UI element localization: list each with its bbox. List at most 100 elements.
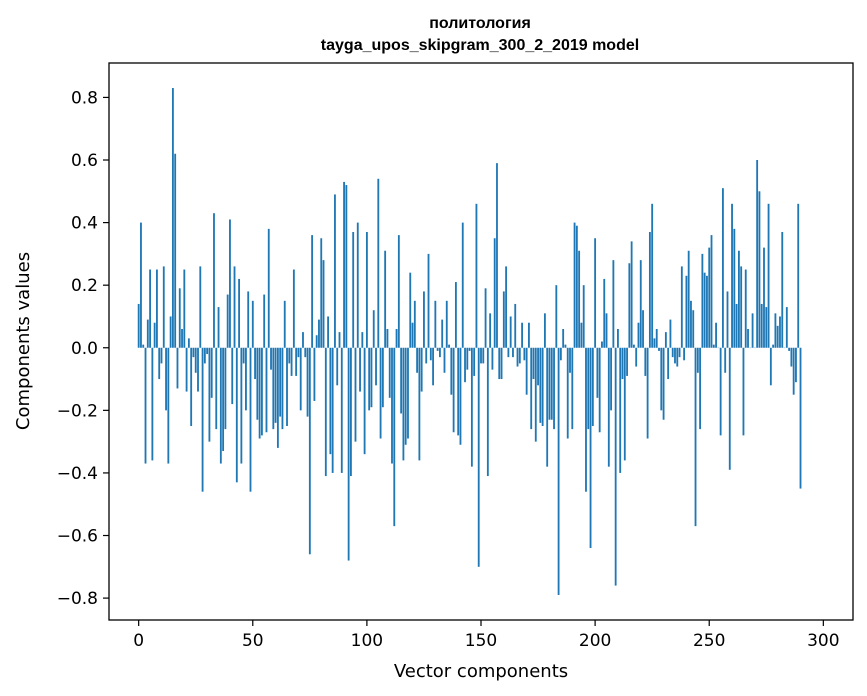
bar-92: [347, 347, 350, 561]
x-tick-label: 100: [351, 631, 383, 651]
bar-40: [229, 219, 231, 348]
bar-204: [603, 278, 606, 348]
bar-243: [692, 310, 695, 348]
bar-153: [486, 347, 489, 477]
bar-91: [345, 185, 348, 348]
bar-224: [648, 231, 651, 348]
bar-252: [712, 344, 715, 348]
bar-103: [372, 310, 375, 348]
bar-33: [213, 213, 215, 348]
bar-197: [587, 347, 590, 430]
bar-117: [404, 347, 407, 445]
bar-71: [299, 347, 302, 411]
bar-188: [566, 347, 569, 439]
bar-22: [187, 338, 190, 348]
bar-266: [744, 269, 747, 348]
bar-167: [518, 347, 521, 364]
bar-238: [680, 266, 683, 348]
bar-38: [224, 347, 227, 430]
bar-99: [363, 347, 366, 455]
bar-14: [169, 316, 172, 348]
bar-251: [710, 235, 713, 348]
bar-213: [623, 347, 626, 461]
bar-206: [607, 347, 610, 467]
bar-169: [523, 347, 526, 361]
bar-134: [443, 347, 446, 373]
bar-140: [457, 347, 460, 436]
bar-149: [477, 347, 480, 567]
bar-147: [473, 347, 476, 376]
bar-136: [448, 344, 450, 348]
bar-151: [482, 347, 485, 364]
bar-28: [201, 347, 204, 492]
bar-282: [781, 231, 784, 348]
bar-216: [630, 241, 633, 348]
bar-202: [598, 347, 601, 433]
bar-87: [336, 347, 339, 386]
bar-194: [580, 322, 583, 348]
x-tick-label: 300: [807, 631, 839, 651]
bar-287: [792, 347, 795, 395]
bar-104: [375, 347, 377, 386]
bar-240: [685, 275, 688, 348]
bar-12: [165, 347, 167, 411]
bar-165: [514, 303, 517, 348]
bar-32: [210, 347, 213, 398]
y-axis-ticks: −0.8 −0.6 −0.4 −0.2 0.0 0.2 0.4 0.6 0.8: [57, 88, 109, 609]
bar-179: [546, 347, 549, 467]
bar-225: [651, 203, 654, 348]
bar-2: [142, 344, 145, 348]
bar-218: [635, 347, 638, 367]
bar-174: [534, 347, 537, 442]
bar-226: [653, 338, 656, 348]
bar-232: [667, 347, 670, 380]
y-tick-label: −0.4: [57, 464, 98, 484]
bar-259: [728, 347, 731, 470]
bar-0: [137, 303, 140, 348]
bar-189: [569, 347, 571, 373]
bar-67: [290, 347, 293, 376]
bar-275: [765, 307, 768, 348]
bar-83: [327, 316, 330, 348]
bar-285: [788, 347, 791, 351]
bar-203: [601, 341, 603, 348]
bar-93: [350, 347, 352, 477]
bar-51: [254, 347, 256, 380]
bar-1: [140, 222, 142, 348]
bar-45: [240, 347, 243, 464]
bar-131: [436, 347, 439, 351]
bar-162: [507, 347, 510, 358]
bar-231: [664, 332, 667, 348]
bar-115: [400, 347, 403, 414]
bar-214: [626, 347, 628, 376]
bar-5: [149, 269, 151, 348]
bar-237: [678, 347, 681, 358]
bar-185: [559, 347, 562, 361]
bar-36: [219, 347, 222, 464]
bar-257: [724, 347, 727, 373]
bar-260: [731, 203, 733, 348]
bar-176: [539, 347, 542, 423]
bar-42: [233, 266, 236, 348]
bar-245: [696, 347, 699, 373]
bar-263: [737, 250, 740, 348]
bar-161: [505, 266, 508, 348]
bar-166: [516, 347, 519, 367]
bar-288: [795, 347, 797, 383]
bar-8: [156, 269, 158, 348]
bar-152: [484, 288, 487, 348]
y-tick-label: −0.2: [57, 401, 98, 421]
bar-112: [393, 347, 396, 527]
bar-121: [413, 300, 416, 348]
bar-193: [578, 250, 581, 348]
bar-26: [197, 347, 199, 392]
bar-170: [525, 347, 528, 395]
bar-88: [338, 332, 341, 348]
bar-207: [610, 347, 612, 411]
bar-244: [694, 347, 697, 527]
bar-220: [639, 260, 642, 348]
bar-101: [368, 347, 371, 411]
y-tick-label: −0.6: [57, 527, 98, 547]
bar-267: [747, 328, 749, 348]
